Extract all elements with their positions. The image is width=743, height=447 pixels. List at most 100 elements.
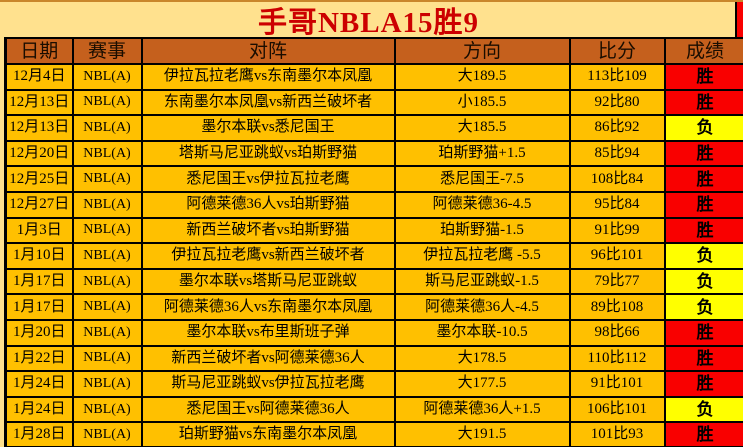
cell-score: 92比80: [568, 88, 666, 117]
cell-direction: 伊拉瓦拉老鹰 -5.5: [393, 242, 571, 270]
cell-direction: 大191.5: [393, 421, 571, 447]
cell-result: 负: [663, 242, 743, 270]
column-header-matchup: 对阵: [140, 37, 396, 65]
page-title: 手哥NBLA15胜9: [257, 6, 480, 39]
table-row: 12月13日 NBL(A) 墨尔本联vs悉尼国王 大185.5 86比92 负: [4, 114, 743, 142]
cell-league: NBL(A): [71, 395, 143, 424]
cell-score: 85比94: [568, 139, 666, 168]
cell-date: 1月22日: [4, 344, 74, 373]
cell-date: 12月25日: [4, 165, 74, 193]
cell-date: 1月17日: [4, 267, 74, 296]
cell-league: NBL(A): [71, 139, 143, 168]
cell-league: NBL(A): [71, 190, 143, 219]
cell-result: 负: [663, 114, 743, 142]
cell-score: 96比101: [568, 242, 666, 270]
cell-result: 胜: [663, 139, 743, 168]
table-row: 1月20日 NBL(A) 墨尔本联vs布里斯班子弹 墨尔本联-10.5 98比66 胜: [4, 318, 743, 347]
table-body: 12月4日 NBL(A) 伊拉瓦拉老鹰vs东南墨尔本凤凰 大189.5 113比109 胜…: [4, 63, 743, 447]
cell-league: NBL(A): [71, 114, 143, 142]
cell-matchup: 墨尔本联vs布里斯班子弹: [140, 318, 396, 347]
column-header-result: 成绩: [663, 37, 743, 65]
cell-direction: 悉尼国王-7.5: [393, 165, 571, 193]
cell-date: 1月28日: [4, 421, 74, 447]
table-row: 12月27日 NBL(A) 阿德莱德36人vs珀斯野猫 阿德莱德36-4.5 95比84…: [4, 190, 743, 219]
cell-result: 胜: [663, 344, 743, 373]
cell-matchup: 东南墨尔本凤凰vs新西兰破坏者: [140, 88, 396, 117]
cell-score: 79比77: [568, 267, 666, 296]
cell-matchup: 墨尔本联vs悉尼国王: [140, 114, 396, 142]
cell-matchup: 珀斯野猫vs东南墨尔本凤凰: [140, 421, 396, 447]
table-row: 1月24日 NBL(A) 悉尼国王vs阿德莱德36人 阿德莱德36人+1.5 106比1…: [4, 395, 743, 424]
cell-matchup: 伊拉瓦拉老鹰vs新西兰破坏者: [140, 242, 396, 270]
cell-league: NBL(A): [71, 216, 143, 245]
cell-direction: 珀斯野猫+1.5: [393, 139, 571, 168]
table-row: 1月28日 NBL(A) 珀斯野猫vs东南墨尔本凤凰 大191.5 101比93 胜: [4, 421, 743, 447]
cell-score: 91比99: [568, 216, 666, 245]
cell-score: 113比109: [568, 63, 666, 91]
cell-result: 胜: [663, 370, 743, 398]
table-row: 1月17日 NBL(A) 墨尔本联vs塔斯马尼亚跳蚁 斯马尼亚跳蚁-1.5 79比77 负: [4, 267, 743, 296]
cell-matchup: 新西兰破坏者vs珀斯野猫: [140, 216, 396, 245]
cell-date: 1月24日: [4, 395, 74, 424]
table-row: 12月20日 NBL(A) 塔斯马尼亚跳蚁vs珀斯野猫 珀斯野猫+1.5 85比94 胜: [4, 139, 743, 168]
cell-league: NBL(A): [71, 318, 143, 347]
table-row: 1月17日 NBL(A) 阿德莱德36人vs东南墨尔本凤凰 阿德莱德36人-4.5 89…: [4, 293, 743, 321]
cell-league: NBL(A): [71, 293, 143, 321]
column-header-score: 比分: [568, 37, 666, 65]
table-row: 1月24日 NBL(A) 斯马尼亚跳蚁vs伊拉瓦拉老鹰 大177.5 91比101 胜: [4, 370, 743, 398]
cell-direction: 大185.5: [393, 114, 571, 142]
table-row: 12月25日 NBL(A) 悉尼国王vs伊拉瓦拉老鹰 悉尼国王-7.5 108比84 胜: [4, 165, 743, 193]
cell-date: 12月4日: [4, 63, 74, 91]
cell-date: 1月24日: [4, 370, 74, 398]
cell-result: 负: [663, 293, 743, 321]
cell-score: 98比66: [568, 318, 666, 347]
cell-date: 1月3日: [4, 216, 74, 245]
cell-result: 胜: [663, 190, 743, 219]
cell-score: 108比84: [568, 165, 666, 193]
cell-score: 91比101: [568, 370, 666, 398]
cell-league: NBL(A): [71, 242, 143, 270]
cell-direction: 大178.5: [393, 344, 571, 373]
column-header-league: 赛事: [71, 37, 143, 65]
cell-direction: 大177.5: [393, 370, 571, 398]
cell-result: 胜: [663, 88, 743, 117]
cell-matchup: 伊拉瓦拉老鹰vs东南墨尔本凤凰: [140, 63, 396, 91]
cell-matchup: 悉尼国王vs阿德莱德36人: [140, 395, 396, 424]
cell-date: 12月20日: [4, 139, 74, 168]
cell-date: 12月13日: [4, 114, 74, 142]
table-row: 12月4日 NBL(A) 伊拉瓦拉老鹰vs东南墨尔本凤凰 大189.5 113比109 胜: [4, 63, 743, 91]
cell-direction: 大189.5: [393, 63, 571, 91]
cell-league: NBL(A): [71, 370, 143, 398]
cell-league: NBL(A): [71, 421, 143, 447]
table-row: 12月13日 NBL(A) 东南墨尔本凤凰vs新西兰破坏者 小185.5 92比80 胜: [4, 88, 743, 117]
cell-score: 101比93: [568, 421, 666, 447]
results-table: 日期 赛事 对阵 方向 比分 成绩 12月4日 NBL(A) 伊拉瓦拉老鹰vs东南墨尔本凤凰大…: [4, 37, 743, 447]
cell-league: NBL(A): [71, 344, 143, 373]
cell-direction: 小185.5: [393, 88, 571, 117]
cell-matchup: 阿德莱德36人vs东南墨尔本凤凰: [140, 293, 396, 321]
right-red-strip: [735, 2, 743, 63]
cell-result: 胜: [663, 421, 743, 447]
cell-matchup: 墨尔本联vs塔斯马尼亚跳蚁: [140, 267, 396, 296]
cell-matchup: 阿德莱德36人vs珀斯野猫: [140, 190, 396, 219]
cell-league: NBL(A): [71, 165, 143, 193]
cell-direction: 阿德莱德36-4.5: [393, 190, 571, 219]
cell-result: 胜: [663, 63, 743, 91]
cell-result: 负: [663, 395, 743, 424]
cell-date: 1月10日: [4, 242, 74, 270]
cell-matchup: 悉尼国王vs伊拉瓦拉老鹰: [140, 165, 396, 193]
cell-matchup: 新西兰破坏者vs阿德莱德36人: [140, 344, 396, 373]
cell-result: 负: [663, 267, 743, 296]
cell-direction: 阿德莱德36人-4.5: [393, 293, 571, 321]
column-header-direction: 方向: [393, 37, 571, 65]
cell-league: NBL(A): [71, 88, 143, 117]
cell-direction: 斯马尼亚跳蚁-1.5: [393, 267, 571, 296]
cell-direction: 珀斯野猫-1.5: [393, 216, 571, 245]
table-row: 1月3日 NBL(A) 新西兰破坏者vs珀斯野猫 珀斯野猫-1.5 91比99 胜: [4, 216, 743, 245]
cell-date: 12月27日: [4, 190, 74, 219]
cell-date: 1月17日: [4, 293, 74, 321]
table-row: 1月10日 NBL(A) 伊拉瓦拉老鹰vs新西兰破坏者 伊拉瓦拉老鹰 -5.5 96比1…: [4, 242, 743, 270]
cell-league: NBL(A): [71, 63, 143, 91]
cell-score: 95比84: [568, 190, 666, 219]
